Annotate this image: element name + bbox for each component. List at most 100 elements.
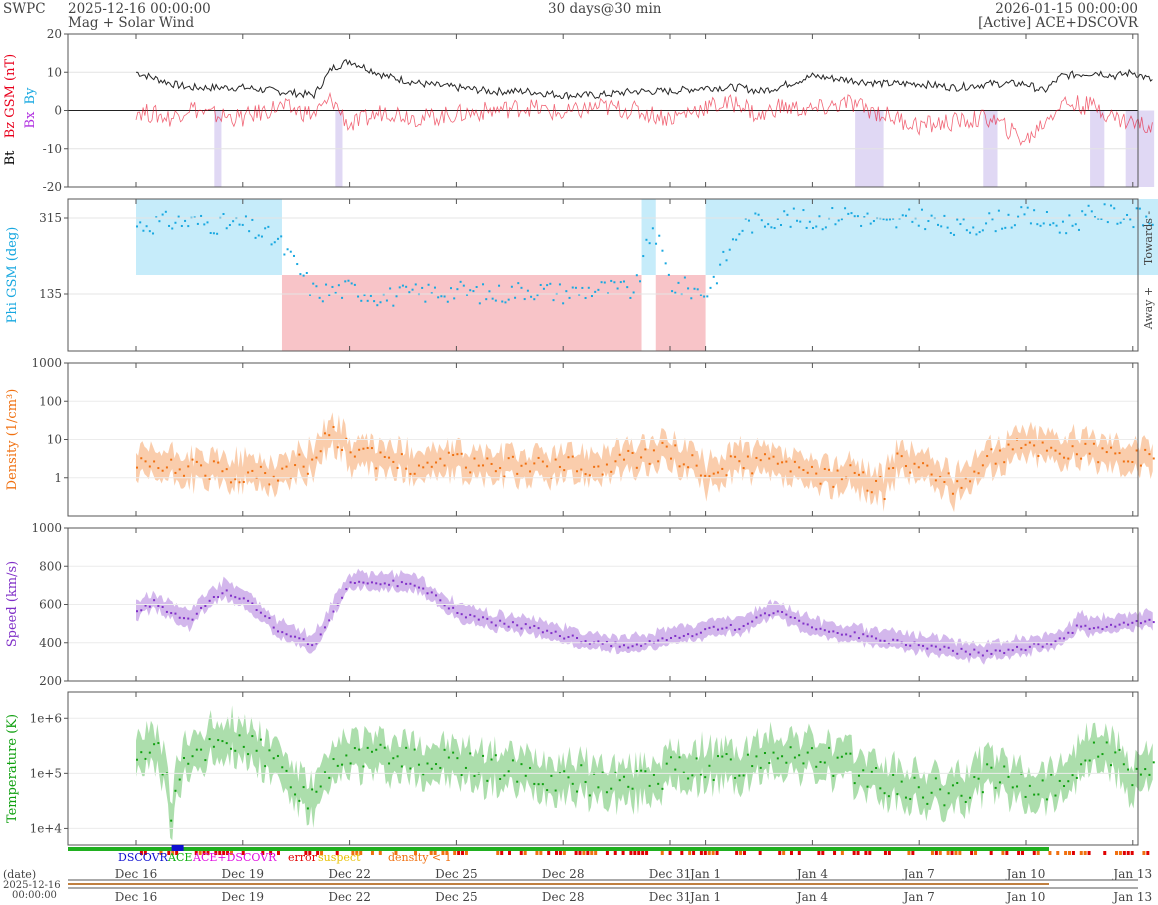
quality-flag [457, 851, 461, 855]
temperature-point [388, 762, 391, 765]
phi-point [206, 221, 209, 224]
density-point [187, 465, 190, 468]
phi-point [318, 296, 321, 299]
temperature-point [721, 755, 724, 758]
temperature-point [1135, 767, 1138, 770]
temperature-point [576, 790, 579, 793]
temperature-point [473, 775, 476, 778]
speed-point [430, 591, 433, 594]
quality-flag [508, 851, 512, 855]
phi-point [639, 280, 642, 283]
quality-flag [453, 851, 457, 855]
density-point [1020, 447, 1023, 450]
speed-point [781, 610, 784, 613]
temperature-point [823, 761, 826, 764]
density-point [494, 470, 497, 473]
density-point [618, 453, 621, 456]
phi-point [972, 226, 975, 229]
density-point [435, 461, 438, 464]
quality-flag [974, 851, 978, 855]
density-point [900, 455, 903, 458]
phi-point [703, 295, 706, 298]
phi-point [866, 212, 869, 215]
temperature-point [366, 746, 369, 749]
temperature-point [883, 792, 886, 795]
density-point [751, 472, 754, 475]
quality-flag [1130, 851, 1134, 855]
density-point [507, 457, 510, 460]
speed-point [524, 623, 527, 626]
speed-point [875, 637, 878, 640]
phi-point [651, 227, 654, 230]
density-point [781, 461, 784, 464]
phi-point [1097, 217, 1100, 220]
temperature-point [341, 763, 344, 766]
density-point [1101, 447, 1104, 450]
phi-point [1129, 218, 1132, 221]
density-point [234, 478, 237, 481]
temperature-point [729, 758, 732, 761]
phi-point [443, 295, 446, 298]
quality-flag [394, 851, 398, 855]
temperature-point [225, 742, 228, 745]
quality-flag [946, 851, 950, 855]
speed-point [840, 633, 843, 636]
temperature-point [832, 774, 835, 777]
density-point [695, 464, 698, 467]
phi-point [975, 233, 978, 236]
phi-point [642, 255, 645, 258]
phi-point [664, 262, 667, 265]
speed-point [870, 635, 873, 638]
speed-point [584, 640, 587, 643]
speed-point [400, 581, 403, 584]
density-point [1045, 449, 1048, 452]
phi-point [286, 248, 289, 251]
phi-point [850, 212, 853, 215]
speed-point [345, 588, 348, 591]
phi-point [757, 213, 760, 216]
plot-subtitle: Mag + Solar Wind [68, 15, 195, 31]
phi-point [254, 236, 257, 239]
phi-point [478, 302, 481, 305]
phi-point [1004, 226, 1007, 229]
quality-flag [1001, 851, 1005, 855]
phi-point [565, 290, 568, 293]
quality-flag [1087, 851, 1091, 855]
phi-point [520, 286, 523, 289]
speed-point [161, 606, 164, 609]
phi-point [1033, 209, 1036, 212]
speed-point [383, 582, 386, 585]
density-point [763, 453, 766, 456]
density-point [1024, 443, 1027, 446]
speed-point [191, 618, 194, 621]
temperature-point [161, 773, 164, 776]
quality-flag [637, 851, 641, 855]
density-point [400, 453, 403, 456]
density-point [439, 457, 442, 460]
speed-point [883, 639, 886, 642]
temperature-point [178, 778, 181, 781]
density-point [1067, 457, 1070, 460]
quality-flag [1005, 851, 1009, 855]
density-point [785, 460, 788, 463]
quality-flag [519, 851, 523, 855]
temperature-point [716, 755, 719, 758]
speed-point [576, 636, 579, 639]
density-point [182, 474, 185, 477]
phi-point [911, 220, 914, 223]
density-point [601, 473, 604, 476]
speed-point [1016, 645, 1019, 648]
phi-point [840, 218, 843, 221]
quality-flag [535, 851, 539, 855]
temperature-point [1097, 755, 1100, 758]
phi-point [299, 273, 302, 276]
temperature-point [631, 787, 634, 790]
density-point [635, 466, 638, 469]
temperature-point [605, 791, 608, 794]
density-point [1007, 443, 1010, 446]
phi-point [623, 280, 626, 283]
temperature-point [507, 770, 510, 773]
phi-point [924, 228, 927, 231]
phi-point [1151, 223, 1154, 226]
quality-flag [464, 851, 468, 855]
